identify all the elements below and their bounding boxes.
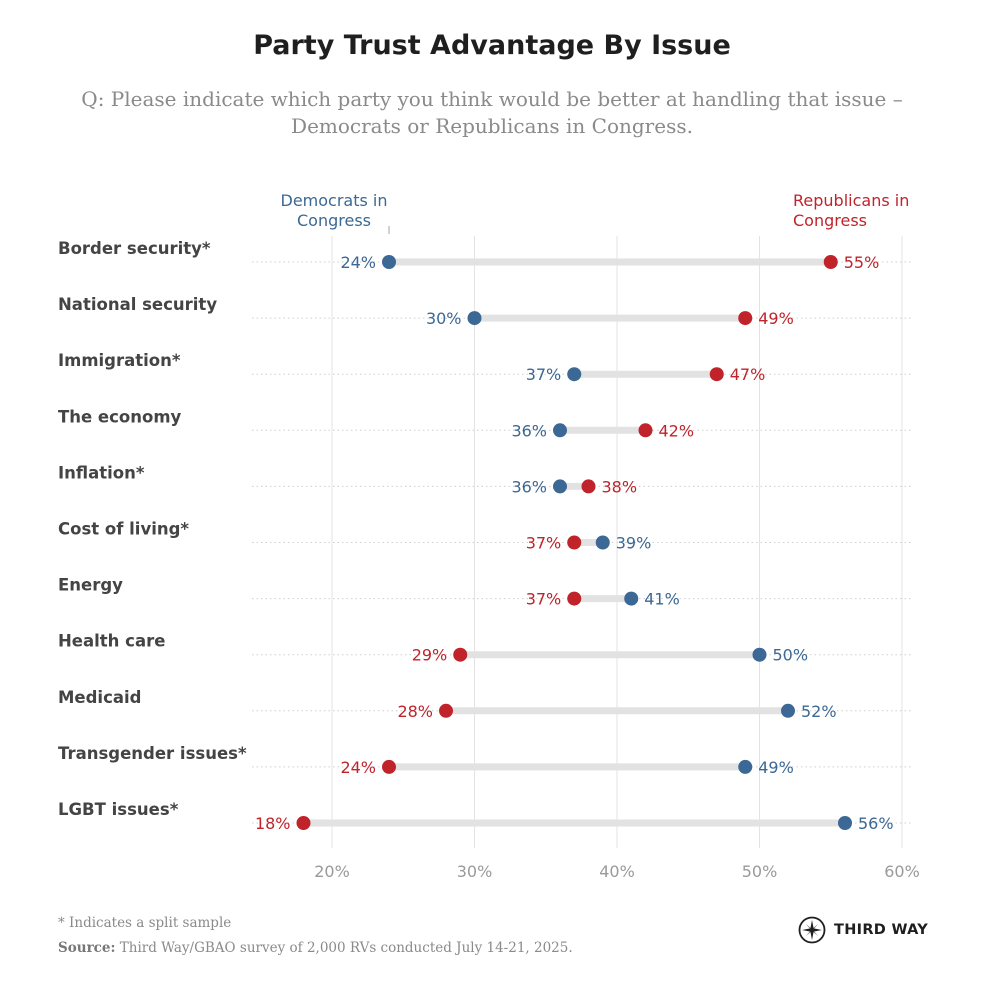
- republicans-value-label: 28%: [397, 702, 433, 721]
- subtitle-line-1: Q: Please indicate which party you think…: [81, 87, 903, 111]
- republicans-value-label: 49%: [758, 309, 794, 328]
- democrats-value-label: 37%: [526, 365, 562, 384]
- republicans-dot: [439, 703, 453, 718]
- subtitle-line-2: Democrats or Republicans in Congress.: [291, 114, 693, 138]
- source-text: Third Way/GBAO survey of 2,000 RVs condu…: [115, 940, 573, 956]
- source-note: Source: Third Way/GBAO survey of 2,000 R…: [58, 940, 573, 956]
- democrats-dot: [567, 367, 582, 382]
- legend-republicans-label: Republicans in: [793, 191, 909, 210]
- democrats-dot: [752, 647, 767, 662]
- category-label: Energy: [58, 576, 123, 595]
- democrats-value-label: 52%: [801, 702, 837, 721]
- republicans-dot: [453, 647, 468, 662]
- x-tick-label: 40%: [599, 862, 635, 881]
- x-tick-label: 60%: [884, 862, 920, 881]
- republicans-dot: [709, 367, 724, 382]
- republicans-dot: [567, 535, 582, 550]
- footnote: * Indicates a split sample: [58, 915, 232, 931]
- democrats-value-label: 39%: [616, 534, 652, 553]
- category-label: LGBT issues*: [58, 800, 179, 819]
- democrats-dot: [553, 479, 567, 494]
- republicans-value-label: 55%: [844, 253, 880, 272]
- republicans-value-label: 47%: [730, 365, 766, 384]
- source-label: Source:: [58, 940, 116, 956]
- legend-democrats-label: Congress: [297, 211, 371, 230]
- republicans-dot: [638, 423, 653, 438]
- category-label: Inflation*: [58, 463, 145, 482]
- republicans-value-label: 42%: [659, 421, 695, 440]
- democrats-dot: [553, 423, 567, 438]
- x-tick-label: 30%: [457, 862, 493, 881]
- category-label: Transgender issues*: [58, 744, 247, 763]
- chart-subtitle: Q: Please indicate which party you think…: [60, 86, 924, 140]
- x-tick-label: 20%: [314, 862, 350, 881]
- republicans-dot: [581, 479, 596, 494]
- democrats-dot: [624, 591, 639, 606]
- republicans-dot: [296, 816, 311, 830]
- category-label: Cost of living*: [58, 520, 189, 539]
- category-label: National security: [58, 295, 217, 314]
- democrats-dot: [738, 759, 753, 774]
- democrats-dot: [382, 255, 396, 269]
- republicans-value-label: 37%: [526, 590, 562, 609]
- republicans-dot: [382, 759, 396, 774]
- democrats-value-label: 30%: [426, 309, 462, 328]
- category-label: Border security*: [58, 239, 211, 258]
- republicans-value-label: 37%: [526, 534, 562, 553]
- democrats-value-label: 49%: [758, 758, 794, 777]
- democrats-dot: [838, 816, 852, 830]
- democrats-value-label: 41%: [644, 590, 680, 609]
- republicans-value-label: 24%: [340, 758, 376, 777]
- category-label: Health care: [58, 632, 165, 651]
- democrats-dot: [467, 311, 482, 326]
- x-tick-label: 50%: [742, 862, 778, 881]
- legend-democrats-label: Democrats in: [281, 191, 388, 210]
- category-label: Immigration*: [58, 351, 181, 370]
- democrats-dot: [781, 703, 795, 718]
- republicans-value-label: 38%: [602, 477, 638, 496]
- republicans-value-label: 18%: [255, 814, 291, 833]
- republicans-dot: [738, 311, 753, 326]
- brand-name: THIRD WAY: [834, 922, 929, 938]
- chart-title: Party Trust Advantage By Issue: [253, 30, 731, 61]
- republicans-value-label: 29%: [412, 646, 448, 665]
- category-label: The economy: [58, 407, 182, 426]
- legend-republicans-label: Congress: [793, 211, 867, 230]
- democrats-value-label: 56%: [858, 814, 894, 833]
- dumbbell-chart: 20% 30% 40% 50% 60%Democrats inCongressRepub…: [58, 191, 920, 881]
- republicans-dot: [567, 591, 582, 606]
- republicans-dot: [823, 255, 838, 269]
- category-label: Medicaid: [58, 688, 141, 707]
- third-way-logo: THIRD WAY: [798, 914, 928, 946]
- democrats-value-label: 24%: [340, 253, 376, 272]
- democrats-value-label: 36%: [511, 421, 547, 440]
- compass-star-icon: [798, 916, 826, 944]
- democrats-value-label: 36%: [511, 477, 547, 496]
- democrats-value-label: 50%: [773, 646, 809, 665]
- democrats-dot: [595, 535, 610, 550]
